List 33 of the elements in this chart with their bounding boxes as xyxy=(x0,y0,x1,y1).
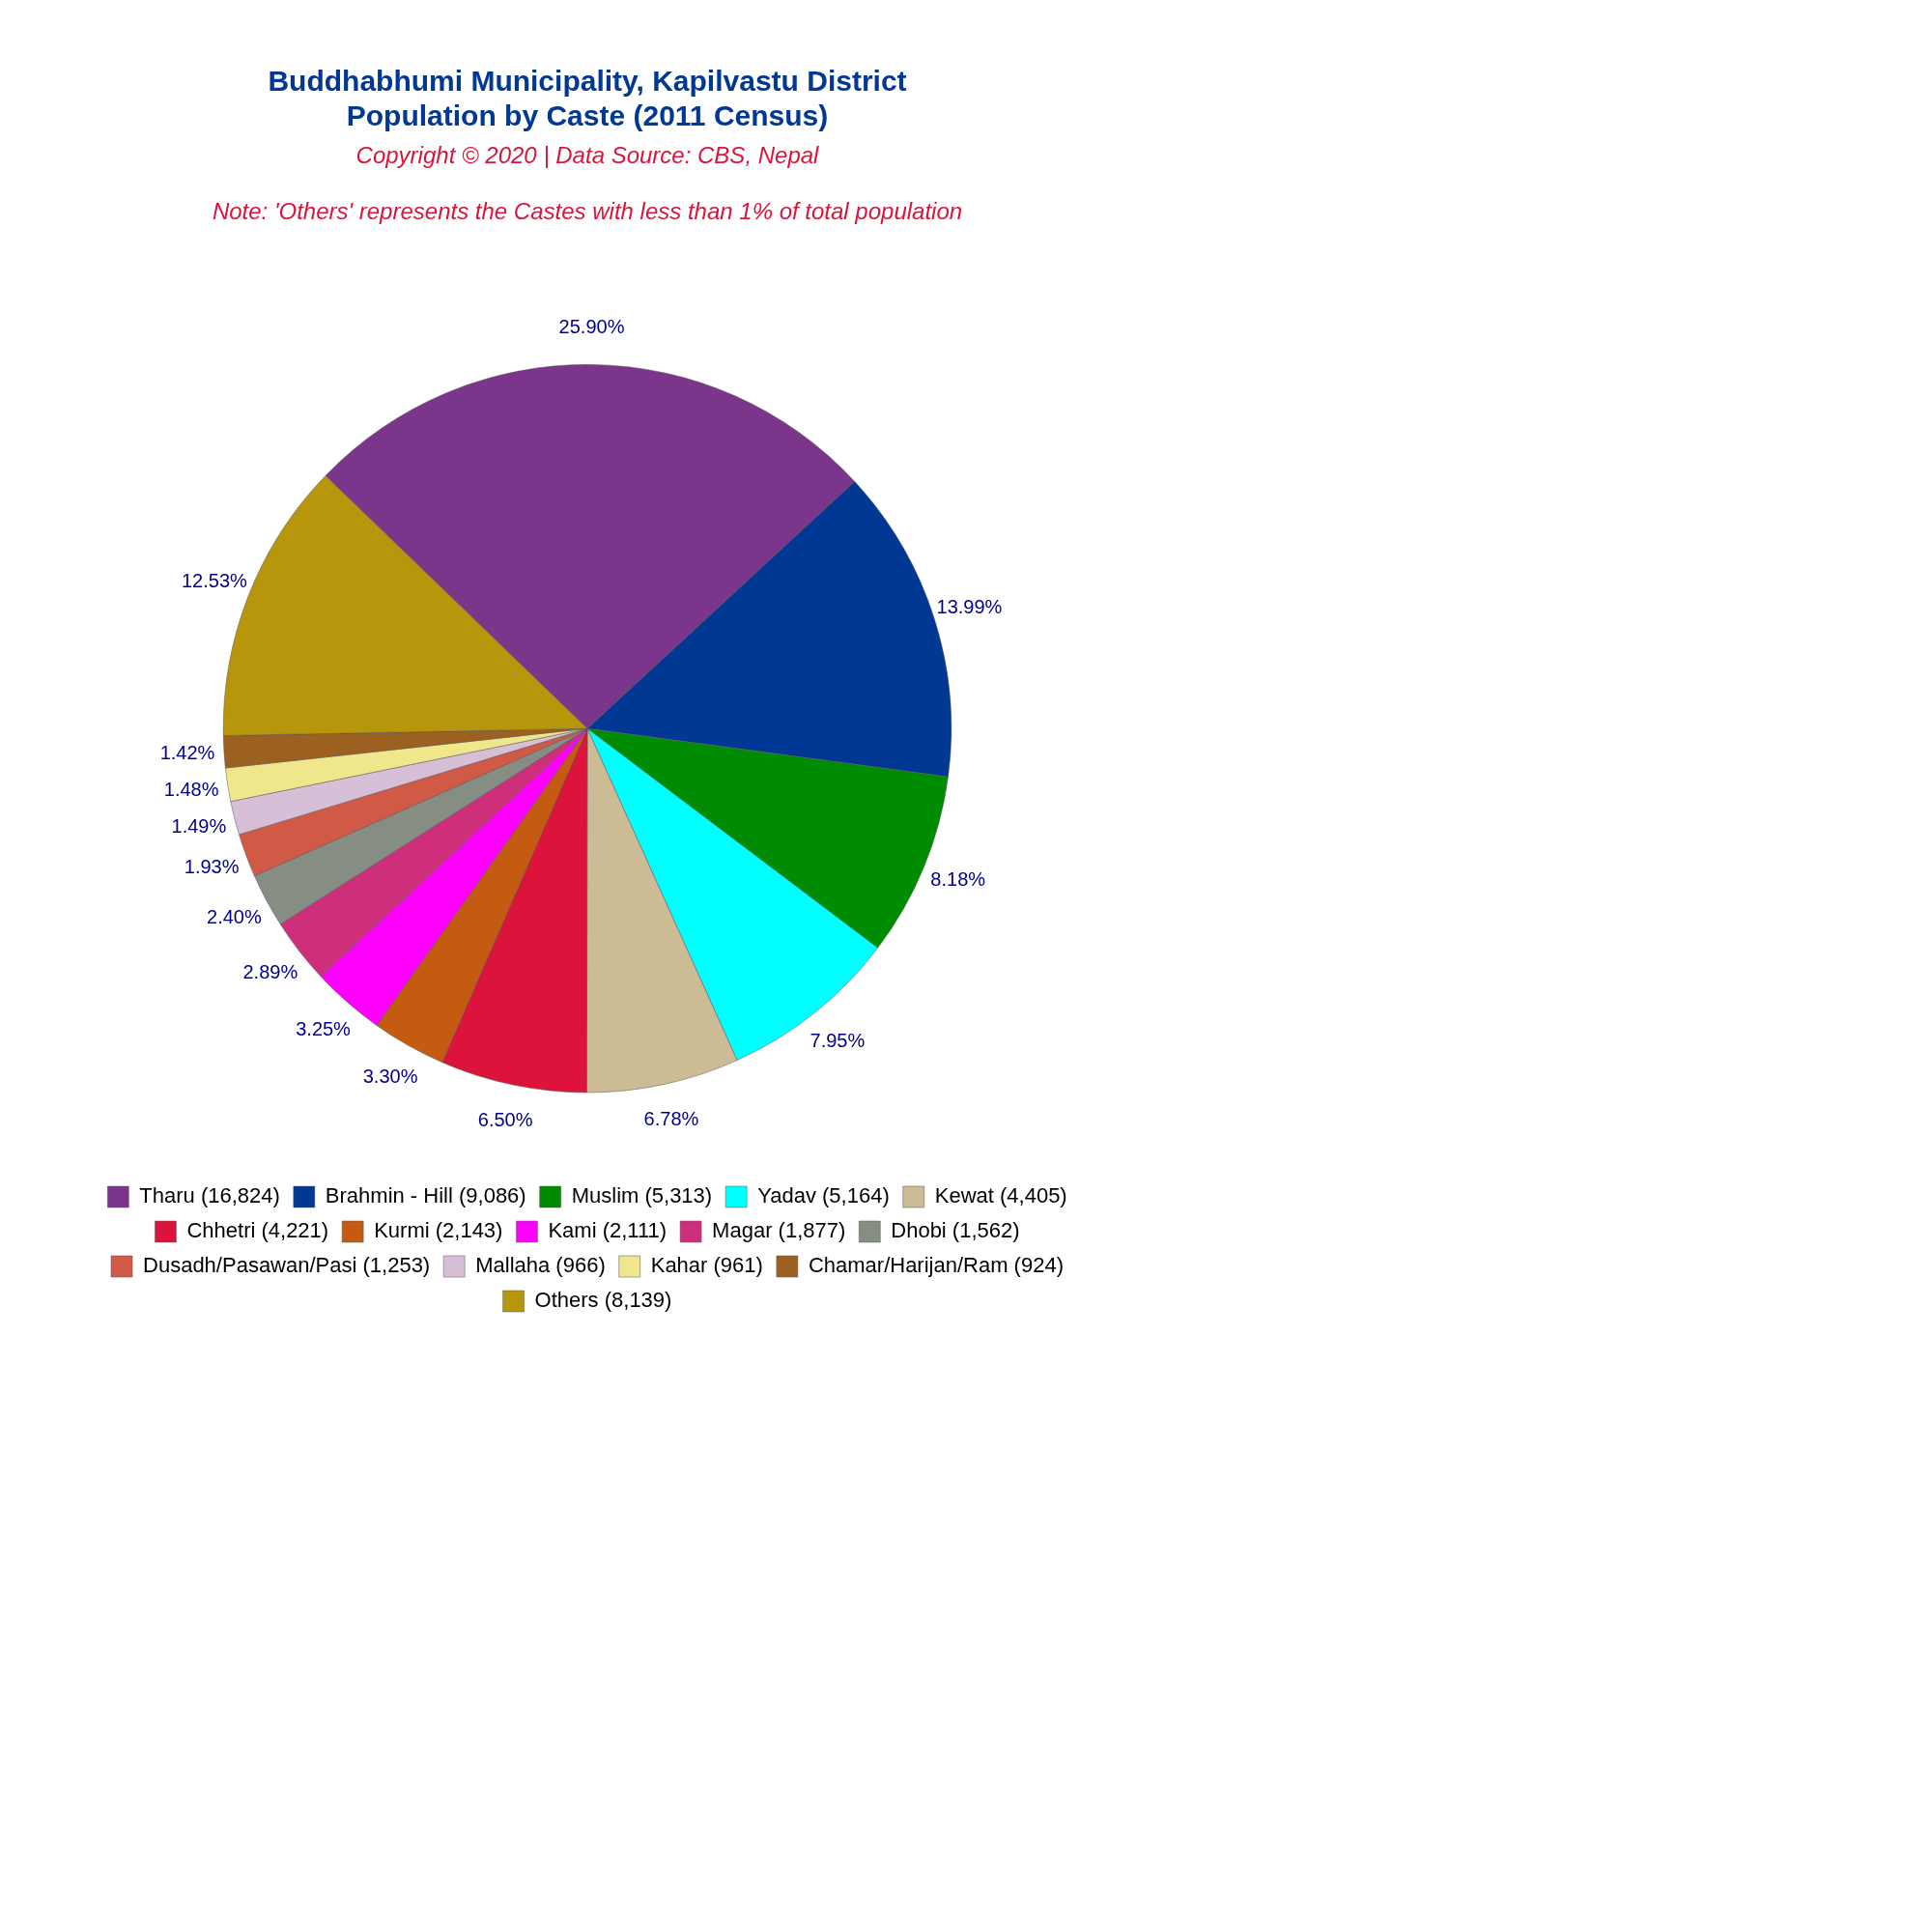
legend-label: Muslim (5,313) xyxy=(571,1183,713,1208)
legend-label: Kewat (4,405) xyxy=(934,1183,1067,1208)
data-label: 7.95% xyxy=(810,1029,866,1051)
data-label: 3.25% xyxy=(296,1017,352,1039)
legend-label: Kami (2,111) xyxy=(548,1218,668,1243)
legend-label: Mallaha (966) xyxy=(475,1253,606,1278)
data-label: 2.40% xyxy=(207,905,262,927)
legend-label: Chhetri (4,221) xyxy=(186,1218,329,1243)
data-label: 8.18% xyxy=(930,868,986,891)
data-label: 1.42% xyxy=(159,742,215,764)
legend-label: Brahmin - Hill (9,086) xyxy=(325,1183,526,1208)
legend-label: Magar (1,877) xyxy=(712,1218,846,1243)
data-label: 6.78% xyxy=(643,1108,699,1130)
legend-label: Kurmi (2,143) xyxy=(374,1218,503,1243)
data-label: 3.30% xyxy=(362,1065,418,1087)
data-label: 13.99% xyxy=(936,595,1003,617)
data-label: 25.90% xyxy=(558,315,625,337)
legend-label: Kahar (961) xyxy=(650,1253,763,1278)
data-label: 6.50% xyxy=(477,1108,533,1130)
legend-label: Dusadh/Pasawan/Pasi (1,253) xyxy=(143,1253,431,1278)
legend-label: Dhobi (1,562) xyxy=(891,1218,1020,1243)
text: Note: 'Others' represents the Castes with less than 1% of total population xyxy=(212,197,963,224)
chart-title: Buddhabhumi Municipality, Kapilvastu District Population by Caste (2011 Census) xyxy=(268,65,907,132)
legend-label: Chamar/Harijan/Ram (924) xyxy=(808,1253,1064,1278)
data-label: 1.49% xyxy=(171,814,227,837)
data-label: 12.53% xyxy=(181,570,248,592)
legend-label: Others (8,139) xyxy=(534,1288,672,1313)
legend-label: Tharu (16,824) xyxy=(139,1183,280,1208)
data-label: 1.93% xyxy=(184,856,240,878)
data-label: 2.89% xyxy=(242,961,298,983)
chart-subtitle: Copyright © 2020 | Data Source: CBS, Nepal xyxy=(355,142,820,169)
legend-label: Yadav (5,164) xyxy=(757,1183,890,1208)
data-label: 1.48% xyxy=(163,778,219,800)
